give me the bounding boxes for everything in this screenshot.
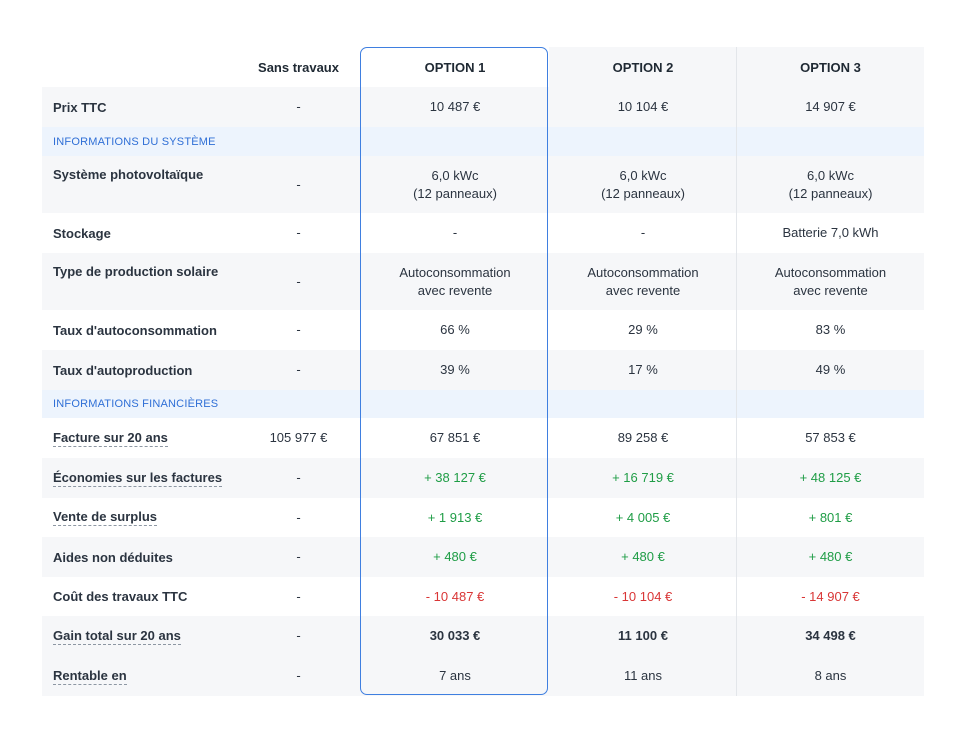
cell-option-3: 14 907 €: [805, 99, 856, 114]
table-row: Coût des travaux TTC - - 10 487 € - 10 1…: [42, 577, 924, 616]
table-row: Système photovoltaïque - 6,0 kWc (12 pan…: [42, 156, 924, 213]
table-row: Facture sur 20 ans 105 977 € 67 851 € 89…: [42, 418, 924, 458]
cell-option-1: 67 851 €: [429, 430, 481, 445]
cell-option-2: + 480 €: [621, 549, 665, 564]
row-label[interactable]: Rentable en: [53, 656, 127, 696]
row-label: Taux d'autoproduction: [53, 362, 193, 378]
cell-option-2: - 10 104 €: [613, 588, 673, 604]
row-label[interactable]: Facture sur 20 ans: [53, 418, 168, 458]
cell-sans-travaux: -: [296, 470, 301, 485]
table-row: Économies sur les factures - + 38 127 € …: [42, 458, 924, 498]
cell-sans-travaux: -: [296, 509, 301, 525]
cell-option-1: 66 %: [440, 322, 470, 337]
cell-option-1: 6,0 kWc (12 panneaux): [413, 167, 497, 201]
row-label: Taux d'autoconsommation: [53, 322, 217, 338]
table-row: Taux d'autoproduction - 39 % 17 % 49 %: [42, 350, 924, 390]
table-row: Rentable en - 7 ans 11 ans 8 ans: [42, 656, 924, 696]
cell-option-3: 49 %: [815, 362, 846, 377]
header-sans-travaux: Sans travaux: [258, 59, 339, 75]
tooltip-label[interactable]: Gain total sur 20 ans: [53, 627, 181, 645]
row-label: Système photovoltaïque: [53, 167, 204, 182]
cell-option-2: 11 ans: [623, 668, 663, 683]
cell-option-1: - 10 487 €: [425, 588, 485, 604]
row-label: Coût des travaux TTC: [53, 589, 188, 604]
cell-option-2: 11 100 €: [618, 628, 668, 643]
table-row: Taux d'autoconsommation - 66 % 29 % 83 %: [42, 310, 924, 350]
row-label: Stockage: [53, 225, 111, 241]
table-row: Type de production solaire - Autoconsomm…: [42, 253, 924, 310]
cell-option-3: Autoconsommation avec revente: [774, 264, 887, 298]
cell-option-1: + 1 913 €: [427, 509, 483, 525]
cell-option-2: 17 %: [628, 362, 658, 377]
table-row: Prix TTC - 10 487 € 10 104 € 14 907 €: [42, 87, 924, 127]
column-divider: [736, 47, 737, 696]
cell-option-1: 30 033 €: [429, 628, 481, 643]
row-label[interactable]: Vente de surplus: [53, 498, 158, 537]
header-option-1: OPTION 1: [424, 59, 486, 75]
cell-option-1: 7 ans: [439, 668, 471, 683]
cell-option-2: + 16 719 €: [612, 470, 674, 485]
table-row: Vente de surplus - + 1 913 € + 4 005 € +…: [42, 498, 924, 537]
cell-option-3: Batterie 7,0 kWh: [782, 225, 879, 240]
cell-option-1: 39 %: [440, 362, 470, 377]
cell-option-2: 29 %: [628, 322, 658, 337]
section-title: INFORMATIONS FINANCIÈRES: [53, 398, 219, 410]
section-header-system: INFORMATIONS DU SYSTÈME: [42, 127, 924, 156]
cell-option-1: 10 487 €: [429, 99, 481, 114]
cell-option-3: 6,0 kWc (12 panneaux): [788, 167, 873, 201]
table-row: Gain total sur 20 ans - 30 033 € 11 100 …: [42, 616, 924, 656]
cell-sans-travaux: -: [296, 176, 301, 192]
section-header-financial: INFORMATIONS FINANCIÈRES: [42, 390, 924, 418]
row-label: Prix TTC: [53, 99, 107, 115]
cell-option-1: Autoconsommation avec revente: [399, 264, 511, 298]
cell-option-1: + 480 €: [433, 549, 477, 564]
cell-option-3: + 480 €: [808, 549, 853, 564]
row-label: Aides non déduites: [53, 549, 173, 565]
cell-option-2: -: [640, 225, 646, 240]
cell-sans-travaux: -: [296, 628, 301, 643]
cell-sans-travaux: -: [296, 668, 301, 683]
cell-option-3: + 801 €: [808, 509, 853, 525]
cell-option-2: 89 258 €: [617, 430, 669, 445]
cell-sans-travaux: -: [296, 549, 301, 564]
cell-option-1: + 38 127 €: [424, 470, 486, 485]
cell-sans-travaux: -: [296, 362, 301, 377]
table-row: Aides non déduites - + 480 € + 480 € + 4…: [42, 537, 924, 577]
row-label[interactable]: Économies sur les factures: [53, 458, 223, 498]
section-title: INFORMATIONS DU SYSTÈME: [53, 135, 216, 148]
cell-sans-travaux: -: [296, 225, 301, 240]
table-row: Stockage - - - Batterie 7,0 kWh: [42, 213, 924, 253]
cell-option-3: 57 853 €: [805, 430, 856, 445]
cell-option-2: Autoconsommation avec revente: [587, 264, 699, 298]
cell-option-3: - 14 907 €: [801, 588, 860, 604]
cell-sans-travaux: -: [296, 322, 301, 337]
cell-option-2: + 4 005 €: [615, 509, 671, 525]
cell-option-1: -: [452, 225, 458, 240]
cell-sans-travaux: -: [296, 273, 301, 289]
cell-option-3: 8 ans: [814, 668, 847, 683]
tooltip-label[interactable]: Rentable en: [53, 667, 127, 685]
tooltip-label[interactable]: Vente de surplus: [53, 509, 158, 526]
cell-sans-travaux: 105 977 €: [269, 430, 328, 445]
cell-sans-travaux: -: [296, 99, 301, 114]
header-option-2: OPTION 2: [612, 59, 674, 75]
row-label[interactable]: Gain total sur 20 ans: [53, 616, 181, 656]
cell-option-2: 6,0 kWc (12 panneaux): [601, 167, 685, 201]
cell-sans-travaux: -: [296, 588, 301, 604]
header-option-3: OPTION 3: [800, 59, 861, 75]
cell-option-3: + 48 125 €: [799, 470, 862, 485]
tooltip-label[interactable]: Facture sur 20 ans: [53, 429, 168, 447]
cell-option-3: 83 %: [815, 322, 846, 337]
row-label: Type de production solaire: [53, 264, 219, 279]
cell-option-2: 10 104 €: [617, 99, 669, 114]
tooltip-label[interactable]: Économies sur les factures: [53, 469, 223, 487]
cell-option-3: 34 498 €: [805, 628, 856, 643]
